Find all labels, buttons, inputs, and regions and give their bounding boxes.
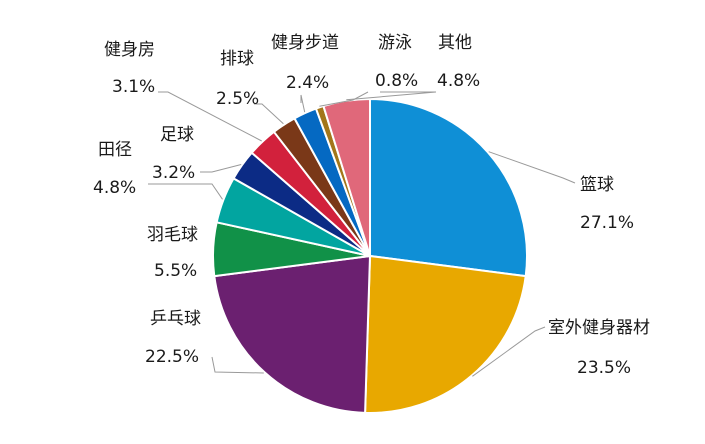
- slice-labels: 篮球 27.1% 室外健身器材 23.5% 乒乓球 22.5% 羽毛球 5.5%…: [93, 33, 650, 378]
- slice-name-swimming: 游泳: [378, 33, 412, 53]
- pie-slice-basketball: [369, 98, 528, 278]
- slice-name-gym: 健身房: [104, 40, 155, 60]
- slice-value-volleyball: 2.5%: [216, 89, 259, 109]
- slice-name-basketball: 篮球: [580, 175, 614, 195]
- leader-line-swimming: [319, 91, 369, 107]
- slice-value-badminton: 5.5%: [154, 261, 197, 281]
- leader-line-gym: [158, 91, 262, 142]
- leader-line-outdoor-fitness: [472, 326, 546, 377]
- slice-name-volleyball: 排球: [220, 49, 254, 69]
- leader-line-volleyball: [254, 103, 284, 125]
- leader-line-athletics: [148, 183, 223, 200]
- leader-line-table-tennis: [211, 356, 264, 374]
- slice-name-fitness-trail: 健身步道: [271, 33, 339, 53]
- leader-line-basketball: [488, 151, 576, 184]
- slice-value-basketball: 27.1%: [580, 213, 634, 233]
- slice-name-football: 足球: [160, 125, 194, 145]
- leader-lines: [148, 91, 576, 377]
- slice-value-athletics: 4.8%: [93, 178, 136, 198]
- slice-value-fitness-trail: 2.4%: [286, 73, 329, 93]
- slice-name-table-tennis: 乒乓球: [150, 309, 201, 329]
- leader-line-other: [346, 91, 437, 101]
- pie-slice-outdoor-fitness: [364, 255, 527, 414]
- slice-name-athletics: 田径: [98, 140, 132, 160]
- pie-slices: [212, 98, 528, 414]
- slice-name-outdoor-fitness: 室外健身器材: [548, 318, 650, 338]
- leader-line-fitness-trail: [300, 94, 306, 113]
- slice-value-football: 3.2%: [152, 163, 195, 183]
- pie-slice-table-tennis: [213, 255, 371, 414]
- leader-line-football: [200, 164, 242, 173]
- slice-value-swimming: 0.8%: [375, 71, 418, 91]
- slice-value-table-tennis: 22.5%: [145, 347, 199, 367]
- slice-value-outdoor-fitness: 23.5%: [577, 358, 631, 378]
- slice-value-other: 4.8%: [437, 71, 480, 91]
- slice-name-other: 其他: [438, 33, 472, 53]
- slice-name-badminton: 羽毛球: [147, 225, 198, 245]
- slice-value-gym: 3.1%: [112, 77, 155, 97]
